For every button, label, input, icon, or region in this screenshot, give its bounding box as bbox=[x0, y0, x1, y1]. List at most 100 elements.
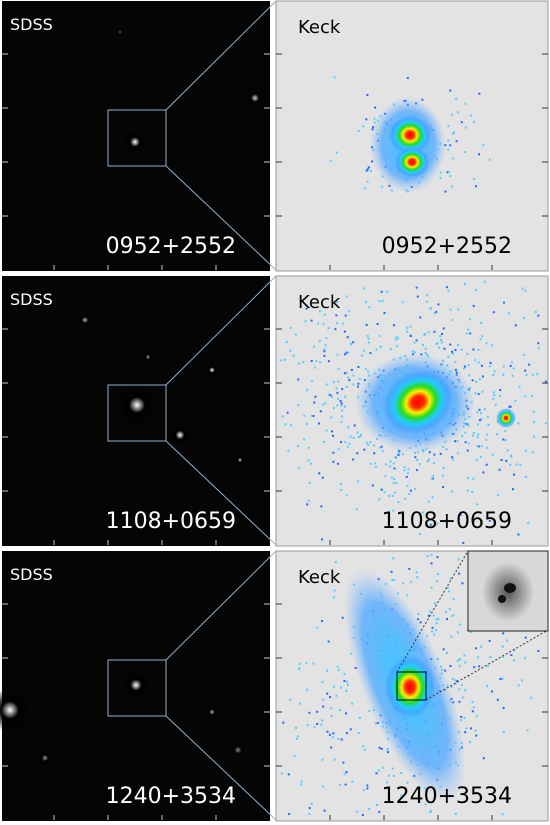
noise bbox=[295, 726, 297, 729]
noise bbox=[441, 333, 443, 335]
noise bbox=[478, 92, 481, 95]
noise bbox=[492, 311, 495, 314]
noise bbox=[436, 556, 439, 559]
noise bbox=[405, 789, 408, 792]
noise bbox=[427, 331, 430, 334]
noise bbox=[300, 780, 303, 783]
noise bbox=[457, 344, 459, 347]
noise bbox=[468, 442, 470, 445]
noise bbox=[378, 446, 381, 449]
noise bbox=[300, 783, 303, 786]
noise bbox=[359, 433, 362, 436]
noise bbox=[466, 352, 469, 355]
noise bbox=[534, 310, 537, 313]
noise bbox=[501, 655, 504, 658]
noise bbox=[389, 460, 392, 463]
noise bbox=[393, 324, 395, 327]
noise bbox=[483, 280, 486, 283]
noise bbox=[458, 688, 461, 691]
noise bbox=[313, 726, 316, 729]
noise bbox=[450, 185, 453, 188]
noise bbox=[352, 436, 355, 439]
survey-label: SDSS bbox=[10, 565, 53, 584]
noise bbox=[366, 784, 369, 787]
noise bbox=[489, 361, 492, 364]
noise bbox=[445, 611, 447, 614]
noise bbox=[340, 483, 342, 485]
noise bbox=[451, 458, 454, 461]
noise bbox=[340, 686, 343, 689]
noise bbox=[442, 474, 444, 477]
noise bbox=[343, 773, 346, 776]
noise bbox=[363, 448, 366, 451]
noise bbox=[321, 538, 323, 541]
noise bbox=[333, 758, 336, 761]
noise bbox=[435, 622, 438, 625]
noise bbox=[313, 345, 315, 348]
noise bbox=[411, 350, 414, 353]
noise bbox=[335, 694, 338, 697]
noise bbox=[327, 360, 330, 363]
noise bbox=[427, 614, 430, 617]
noise bbox=[449, 89, 452, 92]
noise bbox=[329, 159, 332, 162]
noise bbox=[317, 322, 320, 325]
noise bbox=[442, 467, 445, 470]
noise bbox=[442, 486, 445, 488]
noise bbox=[524, 475, 527, 478]
noise bbox=[470, 727, 472, 730]
noise bbox=[332, 460, 335, 463]
noise bbox=[510, 361, 513, 364]
noise bbox=[366, 168, 369, 171]
noise bbox=[477, 656, 480, 659]
noise bbox=[429, 523, 432, 526]
noise bbox=[368, 710, 371, 712]
noise bbox=[369, 352, 372, 355]
noise bbox=[519, 463, 522, 466]
noise bbox=[351, 780, 354, 783]
zoom-line bbox=[165, 275, 277, 386]
source bbox=[117, 385, 157, 425]
noise bbox=[284, 423, 287, 426]
noise bbox=[306, 389, 308, 392]
noise bbox=[308, 813, 311, 815]
noise bbox=[456, 452, 459, 455]
noise bbox=[428, 610, 431, 613]
noise bbox=[347, 683, 349, 686]
noise bbox=[449, 665, 452, 668]
noise bbox=[319, 361, 322, 364]
noise bbox=[435, 343, 438, 346]
noise bbox=[351, 702, 354, 705]
object-name: 1240+3534 bbox=[382, 784, 512, 809]
noise bbox=[447, 125, 450, 128]
noise bbox=[502, 707, 505, 710]
zoom-line bbox=[396, 550, 469, 673]
noise bbox=[361, 814, 364, 816]
noise bbox=[328, 733, 331, 736]
noise bbox=[457, 558, 460, 561]
noise bbox=[369, 462, 372, 465]
noise bbox=[468, 740, 471, 743]
noise bbox=[298, 667, 301, 670]
noise bbox=[322, 441, 325, 443]
noise bbox=[429, 810, 432, 812]
noise bbox=[493, 394, 496, 397]
noise bbox=[406, 330, 408, 333]
noise bbox=[455, 140, 458, 143]
noise bbox=[335, 151, 338, 154]
noise bbox=[524, 636, 527, 639]
noise bbox=[504, 430, 507, 433]
noise bbox=[488, 158, 491, 161]
noise bbox=[381, 450, 384, 453]
noise bbox=[416, 576, 419, 579]
noise bbox=[332, 685, 335, 688]
noise bbox=[342, 322, 345, 325]
noise bbox=[509, 405, 512, 408]
noise bbox=[450, 635, 453, 638]
noise bbox=[439, 176, 442, 179]
telescope-label: Keck bbox=[298, 292, 341, 313]
noise bbox=[407, 468, 410, 471]
source bbox=[0, 688, 32, 732]
noise bbox=[513, 649, 516, 652]
zoom-line bbox=[165, 0, 277, 111]
